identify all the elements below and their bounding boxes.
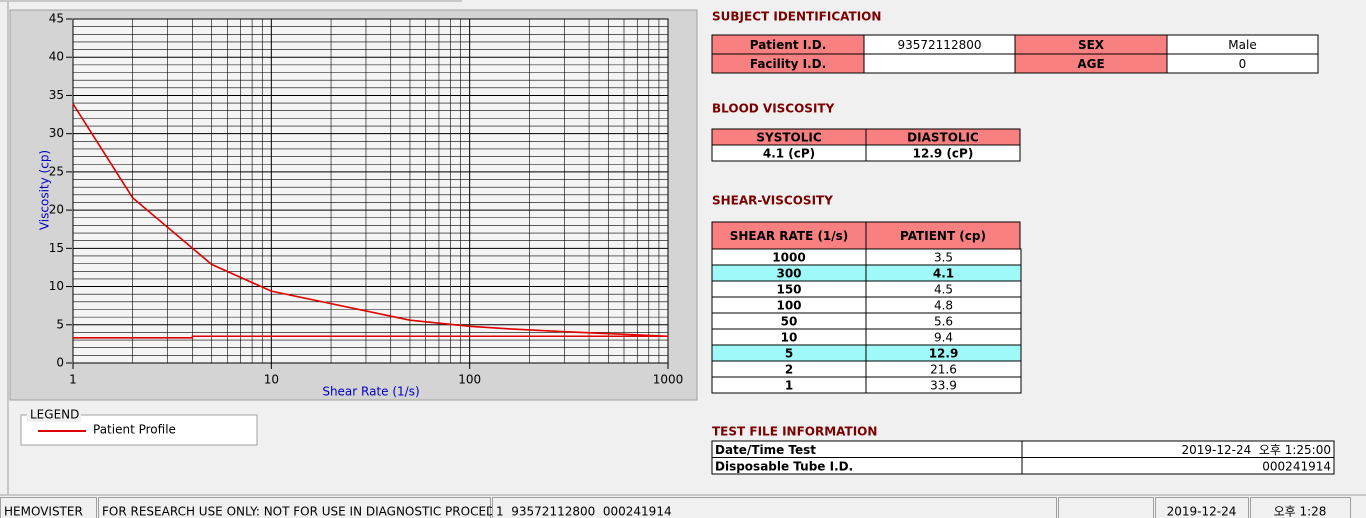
info-value-cell <box>1021 457 1335 475</box>
field-value-cell <box>863 53 1016 74</box>
section-title: SUBJECT IDENTIFICATION <box>712 10 881 24</box>
info-value: 2019-12-24 오후 1:25:00 <box>1181 443 1331 457</box>
y-axis-label: Viscosity (cp) <box>38 150 52 230</box>
status-cell <box>1155 497 1249 518</box>
column-header: SYSTOLIC <box>756 131 821 145</box>
status-cell <box>492 497 1057 518</box>
legend-entry: Patient Profile <box>93 423 176 437</box>
shear-rate: 2 <box>785 363 793 377</box>
shear-rate: 10 <box>781 331 798 345</box>
patient-viscosity: 4.5 <box>934 283 953 297</box>
status-text: 1 93572112800 000241914 <box>496 505 672 518</box>
x-axis-label: Shear Rate (1/s) <box>322 385 419 399</box>
column-header-cell <box>711 221 867 250</box>
shear-rate: 50 <box>781 315 798 329</box>
viscosity-value: 4.1 (cP) <box>763 147 815 161</box>
status-text: HEMOVISTER <box>4 505 83 518</box>
status-text: 2019-12-24 <box>1167 505 1237 518</box>
x-tick-label: 1000 <box>653 373 684 387</box>
column-header: DIASTOLIC <box>907 131 979 145</box>
status-text: 오후 1:28 <box>1274 505 1327 518</box>
field-label: Facility I.D. <box>750 57 826 71</box>
info-label: Date/Time Test <box>715 443 816 457</box>
patient-viscosity: 5.6 <box>934 315 953 329</box>
patient-viscosity: 4.8 <box>934 299 953 313</box>
data-line <box>72 103 669 338</box>
field-label: AGE <box>1077 57 1104 71</box>
field-label: SEX <box>1078 38 1105 52</box>
shear-rate: 5 <box>785 347 793 361</box>
y-tick-label: 20 <box>49 203 64 217</box>
y-tick-label: 5 <box>56 317 64 331</box>
field-value: 93572112800 <box>898 38 982 52</box>
patient-viscosity: 12.9 <box>929 347 959 361</box>
status-text: FOR RESEARCH USE ONLY: NOT FOR USE IN DI… <box>102 505 528 518</box>
patient-viscosity: 3.5 <box>934 251 953 265</box>
field-value-cell <box>1166 53 1319 74</box>
y-tick-label: 40 <box>49 50 64 64</box>
viscosity-value-cell <box>865 144 1021 162</box>
status-cell <box>98 497 491 518</box>
y-tick-label: 35 <box>49 88 64 102</box>
info-value: 000241914 <box>1262 459 1331 473</box>
y-tick-label: 30 <box>49 126 64 140</box>
patient-viscosity-cell <box>865 376 1022 394</box>
x-tick-label: 1 <box>69 373 77 387</box>
info-label: Disposable Tube I.D. <box>715 459 853 473</box>
x-tick-label: 10 <box>264 373 279 387</box>
column-header-cell <box>865 221 1021 250</box>
y-tick-label: 45 <box>49 12 64 26</box>
y-tick-label: 15 <box>49 241 64 255</box>
legend-title: LEGEND <box>30 408 79 422</box>
field-label: Patient I.D. <box>750 38 827 52</box>
y-tick-label: 10 <box>49 279 64 293</box>
status-cell <box>1250 497 1351 518</box>
field-value: Male <box>1228 38 1256 52</box>
column-header: PATIENT (cp) <box>900 229 986 243</box>
legend-title-bg <box>27 408 81 422</box>
viscosity-value: 12.9 (cP) <box>913 147 974 161</box>
field-value: 0 <box>1239 57 1247 71</box>
y-tick-label: 25 <box>49 164 64 178</box>
section-title: BLOOD VISCOSITY <box>712 102 835 116</box>
column-header: SHEAR RATE (1/s) <box>730 229 849 243</box>
shear-rate: 150 <box>776 283 801 297</box>
shear-rate: 1 <box>785 379 793 393</box>
shear-rate: 100 <box>776 299 801 313</box>
data-line <box>73 335 668 339</box>
shear-rate: 1000 <box>772 251 805 265</box>
status-cell <box>0 497 97 518</box>
patient-viscosity: 9.4 <box>934 331 953 345</box>
patient-viscosity: 33.9 <box>930 379 957 393</box>
section-title: SHEAR-VISCOSITY <box>712 194 833 208</box>
status-cell <box>1058 497 1154 518</box>
patient-viscosity: 4.1 <box>933 267 954 281</box>
section-title: TEST FILE INFORMATION <box>712 425 877 439</box>
x-tick-label: 100 <box>458 373 481 387</box>
patient-viscosity: 21.6 <box>930 363 957 377</box>
y-tick-label: 0 <box>56 356 64 370</box>
shear-rate: 300 <box>776 267 801 281</box>
